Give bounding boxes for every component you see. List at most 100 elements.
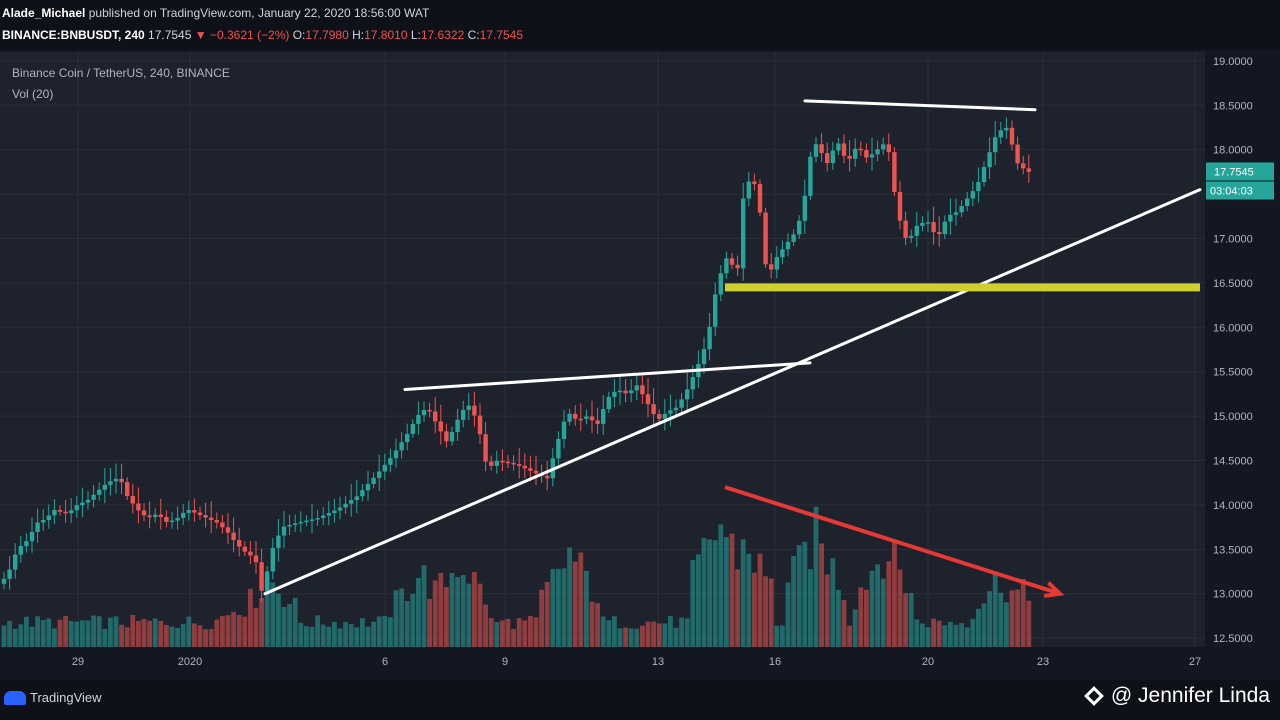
candle-body — [752, 181, 757, 184]
candle-body — [102, 484, 107, 490]
candle-body — [819, 144, 824, 154]
volume-bar — [404, 601, 410, 647]
volume-bar — [472, 571, 477, 647]
volume-bar — [264, 580, 270, 647]
price-chart[interactable]: 19.000018.500018.000017.500017.000016.50… — [0, 52, 1280, 680]
candle-body — [623, 390, 628, 394]
candle-body — [528, 468, 533, 471]
volume-bar — [556, 568, 561, 647]
volume-bar — [768, 578, 774, 647]
candle-body — [253, 555, 259, 563]
candle-body — [595, 420, 600, 424]
candle-body — [735, 264, 740, 269]
candle-body — [298, 521, 303, 524]
volume-bar — [623, 627, 628, 647]
footer-bar: TradingView @ Jennifer Linda — [0, 680, 1280, 720]
candle-body — [52, 510, 57, 516]
time-axis[interactable] — [0, 647, 1205, 680]
candle-body — [186, 510, 191, 513]
price-axis[interactable] — [1205, 52, 1280, 647]
author-name[interactable]: Alade_Michael — [2, 6, 86, 20]
candle-body — [567, 413, 572, 422]
volume-bar — [382, 615, 388, 647]
volume-bar — [158, 620, 164, 647]
x-tick-label: 23 — [1037, 656, 1049, 668]
candle-body — [158, 514, 163, 517]
volume-bar — [220, 615, 225, 647]
volume-bar — [236, 614, 242, 647]
candle-body — [886, 144, 891, 153]
watermark-text: @ Jennifer Linda — [1110, 684, 1270, 707]
candle-body — [903, 220, 908, 238]
drawings[interactable] — [263, 99, 1202, 598]
candle-body — [718, 273, 723, 295]
x-tick-label: 29 — [72, 656, 84, 668]
volume-bar — [270, 582, 276, 647]
candle-body — [1021, 163, 1026, 169]
arrow-head — [1043, 581, 1065, 598]
candle-body — [449, 432, 455, 442]
candle-body — [365, 484, 371, 491]
candle-body — [18, 546, 23, 555]
volume-bar — [7, 620, 12, 647]
volume-bar — [130, 615, 136, 647]
volume-bar — [85, 620, 91, 647]
volume-bar — [925, 627, 931, 647]
volume-bar — [735, 569, 740, 647]
volume-bar — [589, 601, 595, 647]
volume-bar — [208, 629, 214, 647]
volume-bar — [584, 570, 589, 647]
volume-bar — [903, 593, 908, 647]
chart-legend-title: Binance Coin / TetherUS, 240, BINANCE — [12, 66, 230, 80]
volume-bar — [399, 588, 404, 647]
volume-bar — [343, 621, 348, 647]
candle-body — [785, 241, 791, 250]
volume-bar — [931, 618, 936, 647]
volume-bar — [292, 597, 298, 647]
price-badge — [1206, 162, 1274, 181]
volume-bar — [892, 540, 897, 647]
candle-body — [461, 409, 466, 420]
candle-body — [757, 183, 763, 213]
volume-bar — [248, 588, 253, 647]
candle-body — [802, 195, 807, 221]
volume-bar — [561, 568, 567, 647]
candle-body — [494, 460, 499, 466]
candle-body — [24, 541, 29, 547]
volume-bar — [841, 599, 847, 647]
volume-bar — [830, 558, 836, 647]
price-change: ▼ −0.3621 (−2%) — [194, 28, 290, 42]
candle-body — [388, 458, 393, 465]
candle-body — [35, 522, 40, 532]
volume-bar — [791, 555, 796, 647]
volume-bar — [914, 619, 920, 647]
candle-body — [556, 439, 561, 459]
volume-bar — [315, 615, 320, 647]
symbol-label[interactable]: BINANCE:BNBUSDT, 240 — [2, 28, 145, 42]
open-label: O: — [292, 28, 306, 42]
volume-bar — [752, 572, 757, 647]
candle-body — [119, 478, 124, 483]
volume-bar — [847, 625, 852, 647]
volume-bar — [35, 616, 40, 647]
candle-body — [209, 517, 214, 521]
volume-bar — [628, 628, 634, 647]
volume-bar — [354, 627, 360, 647]
high-label: H: — [352, 28, 365, 42]
candle-body — [326, 513, 331, 516]
close-value: 17.7545 — [479, 28, 523, 42]
candle-body — [287, 524, 292, 527]
candle-body — [1, 578, 7, 584]
volume-bar — [511, 629, 516, 647]
volume-bar — [460, 575, 466, 647]
plot-area[interactable] — [0, 52, 1205, 647]
volume-bar — [192, 623, 197, 647]
volume-bar — [360, 618, 365, 647]
tradingview-logo[interactable]: TradingView — [4, 690, 102, 705]
volume-bar — [326, 626, 332, 647]
volume-bar — [718, 524, 724, 647]
candle-body — [293, 523, 298, 525]
volume-bar — [332, 621, 337, 647]
y-tick-label: 13.0000 — [1213, 589, 1253, 601]
x-tick-label: 2020 — [178, 656, 202, 668]
